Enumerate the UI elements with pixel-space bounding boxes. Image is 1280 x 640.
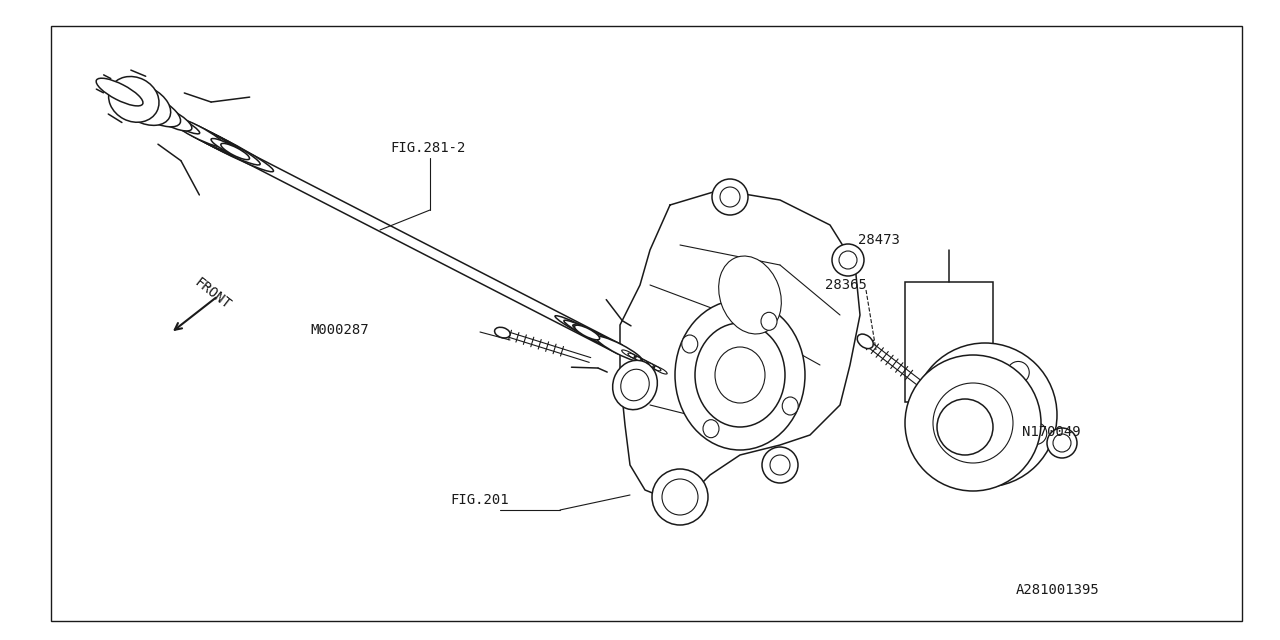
Ellipse shape bbox=[1025, 422, 1047, 444]
Ellipse shape bbox=[564, 320, 625, 352]
Text: FRONT: FRONT bbox=[192, 276, 234, 312]
Ellipse shape bbox=[109, 77, 159, 122]
Ellipse shape bbox=[494, 327, 511, 338]
Text: FIG.201: FIG.201 bbox=[451, 493, 508, 507]
Ellipse shape bbox=[1047, 428, 1076, 458]
Ellipse shape bbox=[905, 355, 1041, 491]
Ellipse shape bbox=[858, 334, 873, 349]
Ellipse shape bbox=[1007, 362, 1029, 383]
Ellipse shape bbox=[221, 143, 250, 159]
Ellipse shape bbox=[174, 120, 260, 165]
Ellipse shape bbox=[127, 92, 180, 127]
Ellipse shape bbox=[922, 419, 945, 441]
Text: M000287: M000287 bbox=[310, 323, 369, 337]
Text: 28473: 28473 bbox=[858, 233, 900, 247]
Ellipse shape bbox=[712, 179, 748, 215]
Ellipse shape bbox=[142, 103, 200, 134]
Ellipse shape bbox=[575, 325, 599, 340]
Ellipse shape bbox=[175, 120, 274, 172]
Ellipse shape bbox=[652, 469, 708, 525]
Text: A281001395: A281001395 bbox=[1016, 583, 1100, 597]
Ellipse shape bbox=[581, 329, 628, 354]
Ellipse shape bbox=[682, 335, 698, 353]
Ellipse shape bbox=[937, 399, 993, 455]
Ellipse shape bbox=[762, 312, 777, 330]
Text: FIG.281-2: FIG.281-2 bbox=[390, 141, 466, 155]
Ellipse shape bbox=[675, 300, 805, 450]
Ellipse shape bbox=[718, 256, 781, 334]
Ellipse shape bbox=[972, 458, 995, 480]
Ellipse shape bbox=[173, 119, 248, 159]
Ellipse shape bbox=[913, 343, 1057, 487]
Ellipse shape bbox=[118, 84, 170, 125]
Bar bbox=[905, 282, 993, 402]
Ellipse shape bbox=[943, 359, 966, 381]
Ellipse shape bbox=[168, 116, 224, 147]
Ellipse shape bbox=[572, 324, 626, 353]
Ellipse shape bbox=[613, 360, 658, 410]
Ellipse shape bbox=[170, 117, 237, 153]
Ellipse shape bbox=[782, 397, 799, 415]
Ellipse shape bbox=[211, 138, 247, 158]
Ellipse shape bbox=[703, 420, 719, 438]
Ellipse shape bbox=[96, 78, 143, 106]
Text: N170049: N170049 bbox=[1021, 425, 1080, 439]
Text: 28365: 28365 bbox=[826, 278, 867, 292]
Ellipse shape bbox=[832, 244, 864, 276]
Ellipse shape bbox=[596, 336, 643, 362]
Ellipse shape bbox=[142, 102, 192, 131]
Ellipse shape bbox=[556, 316, 622, 351]
Ellipse shape bbox=[762, 447, 797, 483]
